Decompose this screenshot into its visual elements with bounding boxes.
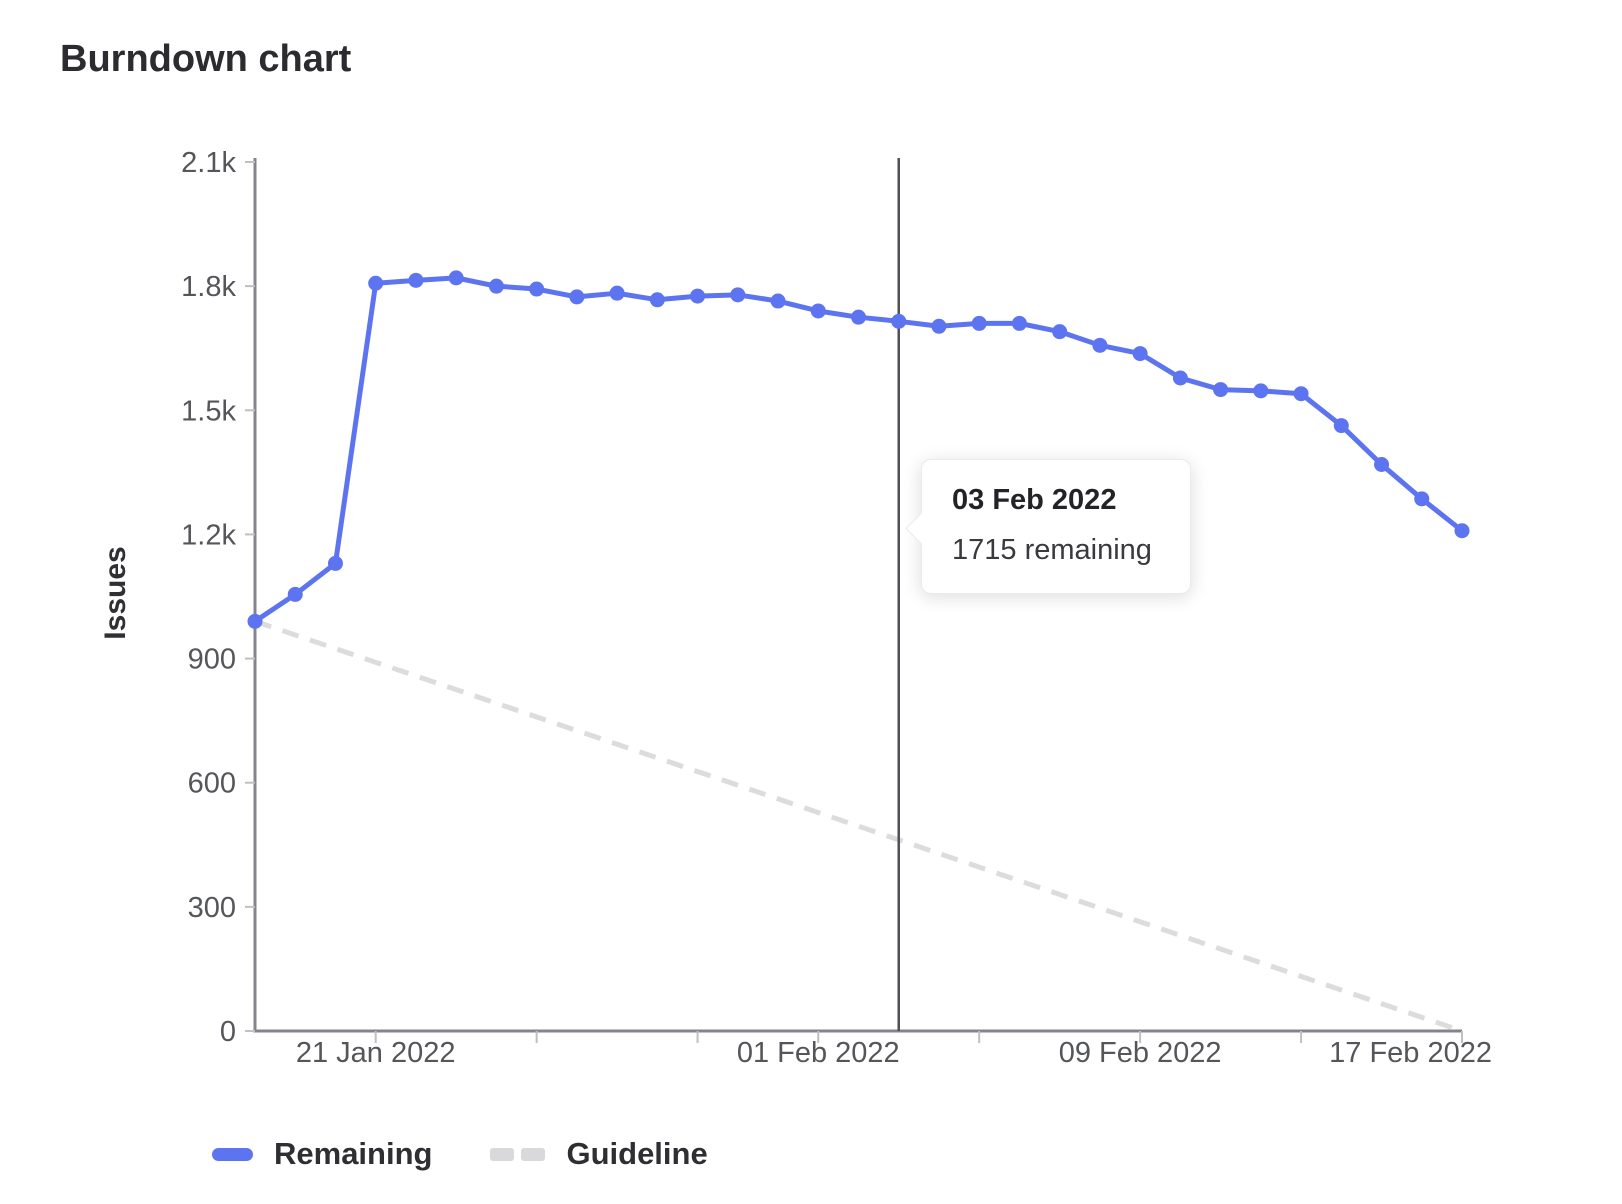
data-point[interactable] xyxy=(1454,523,1470,539)
y-tick-label: 1.5k xyxy=(181,395,236,427)
chart-title: Burndown chart xyxy=(60,38,352,80)
data-point[interactable] xyxy=(1333,418,1349,434)
data-point[interactable] xyxy=(1414,491,1430,507)
y-tick-label: 600 xyxy=(188,768,236,800)
data-point[interactable] xyxy=(287,586,303,602)
data-point[interactable] xyxy=(448,270,464,286)
remaining-line xyxy=(252,275,1465,624)
tooltip-value: 1715 remaining xyxy=(952,534,1152,566)
data-point[interactable] xyxy=(1172,370,1188,386)
remaining-swatch xyxy=(212,1147,253,1161)
chart-legend: Remaining Guideline xyxy=(212,1136,708,1172)
data-point[interactable] xyxy=(247,613,263,629)
x-tick-label: 17 Feb 2022 xyxy=(1329,1037,1492,1069)
data-point[interactable] xyxy=(1011,315,1027,331)
legend-label-guideline: Guideline xyxy=(566,1136,708,1171)
chart-tooltip: 03 Feb 2022 1715 remaining xyxy=(905,459,1191,594)
data-point[interactable] xyxy=(1293,386,1309,402)
data-point[interactable] xyxy=(1374,456,1390,472)
y-tick-label: 1.8k xyxy=(181,271,236,303)
data-point[interactable] xyxy=(810,303,826,319)
y-tick-label: 1.2k xyxy=(181,519,236,551)
y-tick-label: 900 xyxy=(188,644,236,676)
legend-item-guideline[interactable]: Guideline xyxy=(490,1136,708,1172)
legend-item-remaining[interactable]: Remaining xyxy=(212,1136,432,1172)
data-point[interactable] xyxy=(569,289,585,305)
y-tick-label: 300 xyxy=(188,892,236,924)
data-point[interactable] xyxy=(1253,383,1269,399)
y-tick-label: 0 xyxy=(220,1016,236,1048)
guideline-swatch xyxy=(490,1147,546,1161)
data-point[interactable] xyxy=(408,272,424,288)
data-point[interactable] xyxy=(1213,382,1229,398)
data-point[interactable] xyxy=(1092,337,1108,353)
x-tick-label: 09 Feb 2022 xyxy=(1059,1037,1222,1069)
data-point[interactable] xyxy=(649,292,665,308)
data-point[interactable] xyxy=(488,278,504,294)
data-point[interactable] xyxy=(327,555,343,571)
data-point[interactable] xyxy=(690,288,706,304)
y-axis-title: Issues xyxy=(99,546,132,639)
data-point[interactable] xyxy=(891,313,907,329)
x-tick-label: 21 Jan 2022 xyxy=(296,1037,456,1069)
data-point[interactable] xyxy=(851,309,866,325)
data-point[interactable] xyxy=(931,318,947,334)
data-point[interactable] xyxy=(609,285,625,301)
data-point[interactable] xyxy=(971,315,987,331)
legend-label-remaining: Remaining xyxy=(274,1136,433,1171)
y-tick-label: 2.1k xyxy=(181,147,236,179)
data-point[interactable] xyxy=(730,287,746,303)
x-tick-label: 01 Feb 2022 xyxy=(737,1037,900,1069)
data-point[interactable] xyxy=(1052,324,1068,340)
data-point[interactable] xyxy=(529,281,545,297)
data-point[interactable] xyxy=(1132,346,1148,362)
guideline-line xyxy=(254,618,1463,1034)
tooltip-date: 03 Feb 2022 xyxy=(952,484,1117,516)
data-point[interactable] xyxy=(368,275,384,291)
data-point[interactable] xyxy=(770,293,786,309)
